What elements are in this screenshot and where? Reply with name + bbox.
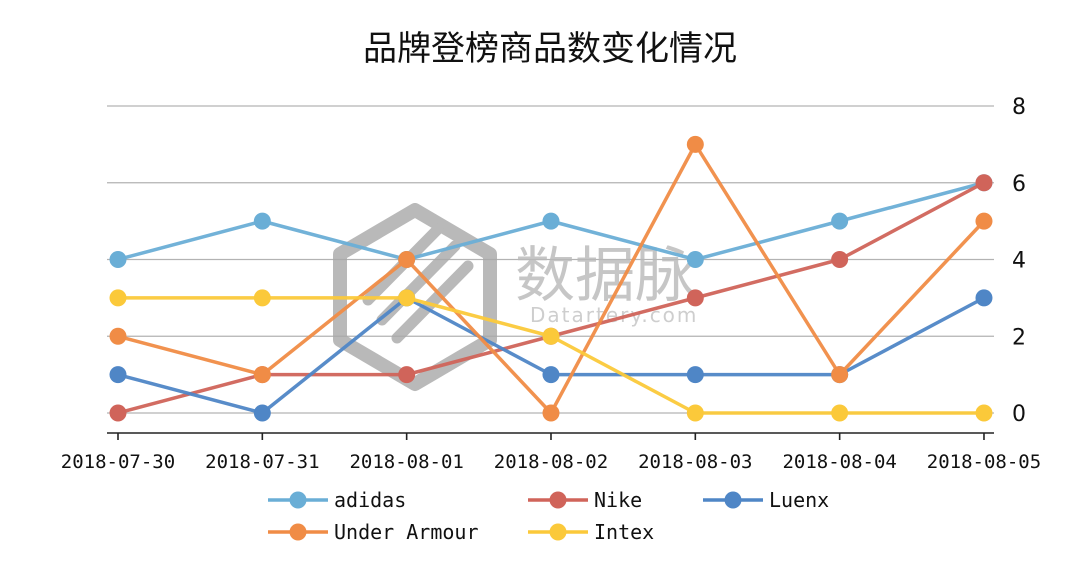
- y-tick-label: 0: [1012, 402, 1026, 427]
- data-point-intex: [542, 327, 560, 345]
- y-tick-label: 2: [1012, 325, 1026, 350]
- x-tick-label: 2018-08-01: [349, 451, 463, 473]
- x-tick-label: 2018-07-30: [61, 451, 175, 473]
- legend-marker: [289, 491, 307, 509]
- data-point-under-armour: [686, 135, 704, 153]
- legend-label: Luenx: [769, 488, 829, 512]
- data-point-under-armour: [109, 327, 127, 345]
- data-point-adidas: [686, 251, 704, 268]
- data-point-adidas: [831, 212, 849, 230]
- data-point-nike: [831, 251, 849, 268]
- chart-title: 品牌登榜商品数变化情况: [363, 29, 737, 69]
- series-intex: [109, 289, 993, 422]
- x-tick-label: 2018-07-31: [205, 451, 319, 473]
- y-tick-label: 6: [1012, 172, 1026, 197]
- data-point-nike: [398, 366, 416, 384]
- data-point-luenx: [542, 366, 560, 384]
- y-tick-label: 8: [1012, 95, 1026, 120]
- data-point-adidas: [253, 212, 271, 230]
- legend-label: Under Armour: [334, 520, 479, 544]
- legend-marker: [289, 523, 307, 541]
- data-point-adidas: [109, 251, 127, 268]
- data-point-under-armour: [253, 366, 271, 384]
- data-point-intex: [253, 289, 271, 307]
- data-point-intex: [686, 404, 704, 422]
- data-point-luenx: [253, 404, 271, 422]
- legend: adidas Nike Luenx Under Armour Intex: [268, 488, 829, 544]
- legend-label: adidas: [334, 488, 406, 512]
- legend-item-under-armour: Under Armour: [268, 520, 479, 544]
- legend-item-nike: Nike: [528, 488, 642, 512]
- data-point-intex: [831, 404, 849, 422]
- data-point-luenx: [109, 366, 127, 384]
- data-point-adidas: [542, 212, 560, 230]
- data-point-intex: [109, 289, 127, 307]
- x-tick-label: 2018-08-05: [927, 451, 1041, 473]
- data-point-intex: [398, 289, 416, 307]
- x-tick-label: 2018-08-04: [782, 451, 896, 473]
- legend-label: Nike: [594, 488, 642, 512]
- data-point-luenx: [975, 289, 993, 307]
- series-under-armour: [109, 135, 993, 422]
- y-tick-label: 4: [1012, 249, 1026, 274]
- legend-marker: [724, 491, 742, 509]
- legend-item-adidas: adidas: [268, 488, 406, 512]
- legend-label: Intex: [594, 520, 654, 544]
- data-point-under-armour: [398, 251, 416, 268]
- x-tick-label: 2018-08-03: [638, 451, 752, 473]
- data-point-under-armour: [975, 212, 993, 230]
- legend-marker: [549, 491, 567, 509]
- x-tick-label: 2018-08-02: [494, 451, 608, 473]
- data-point-intex: [975, 404, 993, 422]
- data-point-under-armour: [542, 404, 560, 422]
- data-point-nike: [686, 289, 704, 307]
- legend-item-intex: Intex: [528, 520, 654, 544]
- legend-marker: [549, 523, 567, 541]
- legend-item-luenx: Luenx: [703, 488, 829, 512]
- data-point-under-armour: [831, 366, 849, 384]
- series-group: [109, 135, 993, 422]
- axes: 0 2 4 6 8 2018-07-30 2018-07-31 2018-08-01 2018-…: [61, 95, 1041, 473]
- data-point-nike: [975, 174, 993, 192]
- data-point-luenx: [686, 366, 704, 384]
- watermark-subtext: Datartery.com: [530, 303, 698, 327]
- data-point-nike: [109, 404, 127, 422]
